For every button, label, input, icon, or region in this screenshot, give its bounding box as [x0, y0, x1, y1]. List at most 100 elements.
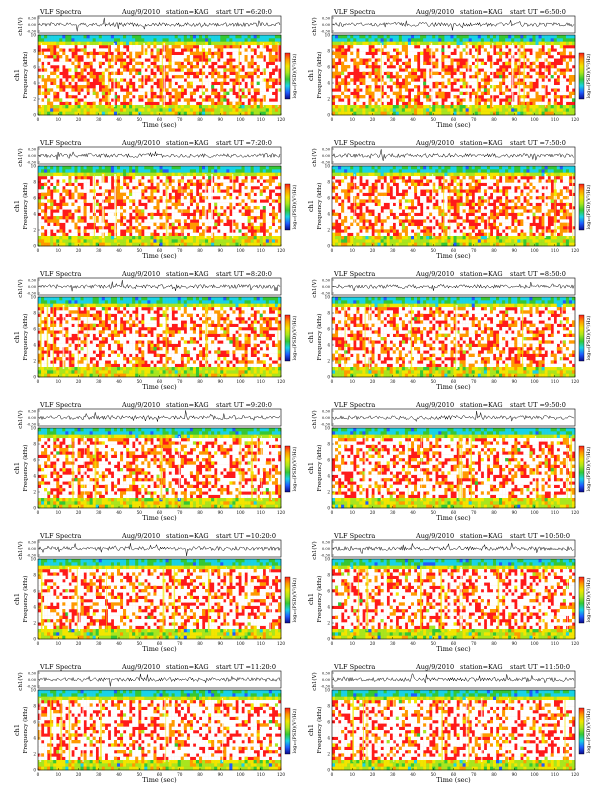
- spectrogram-cell: [423, 42, 426, 46]
- spectrogram-cell: [132, 108, 135, 112]
- spectrogram-cell: [59, 88, 62, 92]
- spectrogram-cell: [138, 169, 141, 173]
- spectrogram-cell: [350, 102, 353, 106]
- spectrogram-cell: [175, 55, 178, 59]
- spectrogram-cell: [248, 105, 251, 109]
- spectrogram-cell: [514, 42, 517, 46]
- spectrogram-cell: [99, 75, 102, 79]
- spectrogram-cell: [254, 239, 257, 243]
- spectrogram-cell: [169, 199, 172, 203]
- spectrogram-cell: [156, 236, 159, 240]
- spectrogram-cell: [184, 226, 187, 230]
- spectrogram-cell: [156, 105, 159, 109]
- spectrogram-cell: [205, 38, 208, 42]
- spectrogram-cell: [332, 62, 335, 66]
- spectrogram-cell: [65, 65, 68, 69]
- spectrogram-cell: [235, 219, 238, 223]
- spectrogram-cell: [487, 38, 490, 42]
- spectrogram-cell: [481, 92, 484, 96]
- spectrogram-cell: [68, 186, 71, 190]
- spectrogram-cell: [232, 108, 235, 112]
- spectrogram-cell: [196, 42, 199, 46]
- spectrogram-cell: [223, 55, 226, 59]
- spectrogram-cell: [502, 42, 505, 46]
- spectrogram-cell: [472, 102, 475, 106]
- spectrogram-cell: [481, 35, 484, 39]
- spectrogram-cell: [257, 239, 260, 243]
- spectrogram-cell: [481, 48, 484, 52]
- spectrogram-cell: [56, 166, 59, 170]
- spectrogram-cell: [169, 65, 172, 69]
- spectrogram-cell: [178, 65, 181, 69]
- spectrogram-cell: [405, 78, 408, 82]
- frequency-tick-label: 2: [33, 228, 36, 233]
- spectrogram-cell: [350, 223, 353, 227]
- spectrogram-cell: [68, 95, 71, 99]
- spectrogram-cell: [50, 92, 53, 96]
- spectrogram-cell: [266, 58, 269, 62]
- spectrogram-cell: [59, 55, 62, 59]
- waveform-tick-label: 0.30: [322, 147, 331, 151]
- spectrogram-cell: [396, 72, 399, 76]
- spectrogram-cell: [193, 68, 196, 72]
- spectrogram-cell: [566, 65, 569, 69]
- spectrogram-cell: [53, 179, 56, 183]
- spectrogram-cell: [444, 65, 447, 69]
- spectrogram-cell: [251, 203, 254, 207]
- spectrogram-cell: [365, 233, 368, 237]
- spectrogram-cell: [508, 85, 511, 89]
- spectrogram-cell: [551, 105, 554, 109]
- spectrogram-cell: [414, 62, 417, 66]
- spectrogram-cell: [359, 219, 362, 223]
- spectrogram-cell: [463, 45, 466, 49]
- spectrogram-cell: [420, 108, 423, 112]
- spectrogram-cell: [269, 199, 272, 203]
- spectrogram-cell: [111, 35, 114, 39]
- spectrogram-cell: [74, 65, 77, 69]
- spectrogram-cell: [332, 75, 335, 79]
- spectrogram-cell: [529, 65, 532, 69]
- spectrogram-cell: [47, 52, 50, 56]
- time-tick-label: 70: [471, 117, 477, 122]
- spectrogram-cell: [150, 216, 153, 220]
- spectrogram-cell: [341, 223, 344, 227]
- spectrogram-cell: [359, 58, 362, 62]
- spectrogram-cell: [96, 108, 99, 112]
- spectrogram-cell: [378, 176, 381, 180]
- spectrogram-cell: [47, 226, 50, 230]
- spectrogram-cell: [365, 98, 368, 102]
- spectrogram-cell: [375, 95, 378, 99]
- spectrogram-cell: [381, 108, 384, 112]
- spectrogram-cell: [242, 189, 245, 193]
- spectrogram-cell: [248, 62, 251, 66]
- spectrogram-cell: [251, 108, 254, 112]
- spectrogram-cell: [438, 62, 441, 66]
- spectrogram-cell: [120, 206, 123, 210]
- spectrogram-cell: [77, 186, 80, 190]
- spectrogram-cell: [520, 48, 523, 52]
- spectrogram-cell: [217, 239, 220, 243]
- spectrogram-cell: [199, 62, 202, 66]
- spectrogram-cell: [254, 209, 257, 213]
- spectrogram-cell: [160, 219, 163, 223]
- spectrogram-cell: [135, 75, 138, 79]
- spectrogram-cell: [235, 58, 238, 62]
- spectrogram-cell: [214, 45, 217, 49]
- spectrogram-cell: [499, 82, 502, 86]
- spectrogram-cell: [245, 189, 248, 193]
- spectrogram-cell: [381, 169, 384, 173]
- spectrogram-cell: [68, 213, 71, 217]
- spectrogram-cell: [223, 102, 226, 106]
- spectrogram-cell: [359, 186, 362, 190]
- spectrogram-cell: [368, 203, 371, 207]
- spectrogram-cell: [81, 199, 84, 203]
- spectrogram-cell: [156, 223, 159, 227]
- spectrogram-cell: [126, 206, 129, 210]
- spectrogram-cell: [532, 65, 535, 69]
- time-tick-label: 20: [76, 117, 82, 122]
- spectrogram-cell: [50, 78, 53, 82]
- spectrogram-cell: [266, 75, 269, 79]
- spectrogram-cell: [153, 193, 156, 197]
- spectrogram-cell: [111, 169, 114, 173]
- spectrogram-cell: [450, 108, 453, 112]
